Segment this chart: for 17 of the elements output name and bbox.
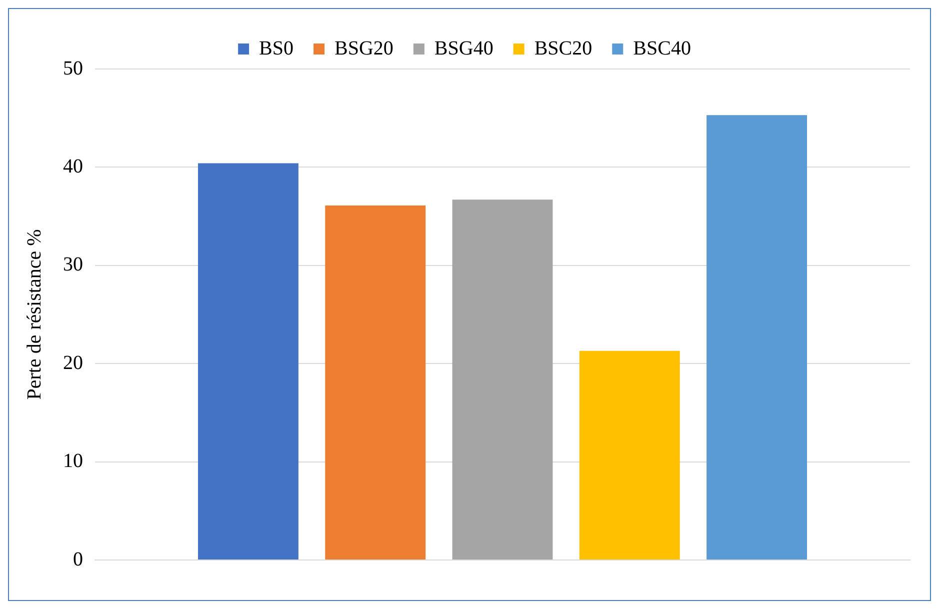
legend-label: BSG20 bbox=[334, 37, 394, 60]
bar bbox=[579, 350, 680, 560]
bar bbox=[325, 206, 426, 560]
bar bbox=[198, 163, 298, 560]
y-tick-label: 30 bbox=[63, 254, 83, 276]
legend-label: BSC20 bbox=[534, 37, 592, 60]
y-tick-label: 10 bbox=[63, 450, 83, 472]
bar bbox=[706, 115, 807, 560]
y-tick-label: 40 bbox=[63, 155, 83, 178]
legend-label: BSG40 bbox=[434, 37, 494, 60]
legend-label: BS0 bbox=[259, 37, 294, 60]
y-axis-title: Perte de résistance % bbox=[23, 229, 46, 400]
y-tick-label: 0 bbox=[73, 548, 83, 570]
y-tick-label: 50 bbox=[63, 57, 83, 80]
bar bbox=[452, 200, 553, 560]
legend-label: BSC40 bbox=[633, 37, 691, 60]
y-tick-label: 20 bbox=[63, 352, 83, 374]
